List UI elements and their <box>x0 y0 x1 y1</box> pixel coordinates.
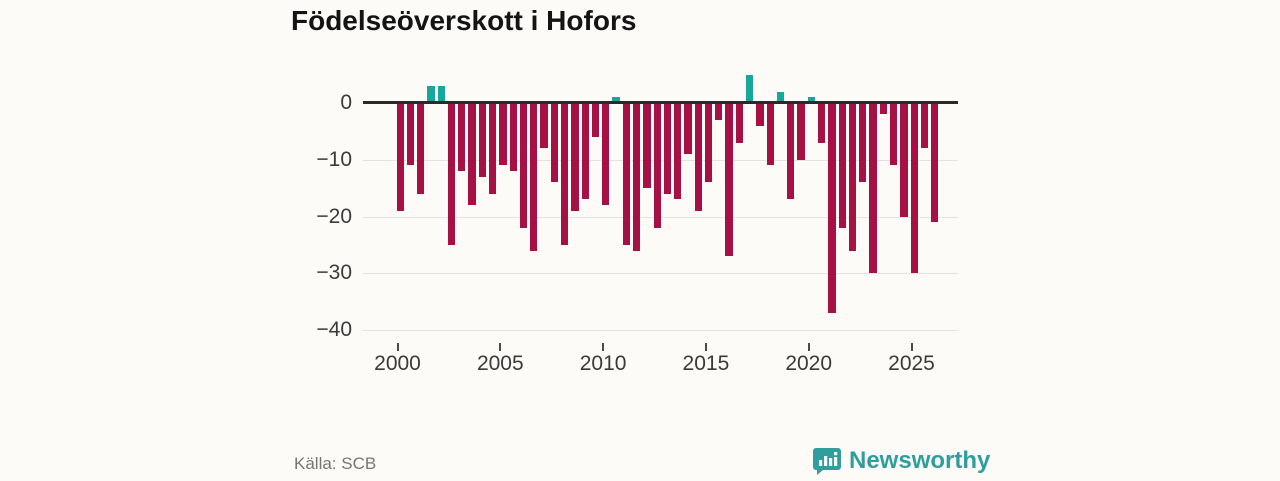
bar <box>458 103 466 172</box>
y-axis-tick-label: −30 <box>316 261 352 285</box>
bar <box>581 103 589 200</box>
bar <box>489 103 497 194</box>
x-axis-tick-mark <box>396 343 399 351</box>
bar <box>900 103 908 217</box>
bar <box>725 103 733 257</box>
bar <box>684 103 692 155</box>
bar <box>499 103 507 166</box>
bar <box>417 103 425 194</box>
bar <box>643 103 651 189</box>
bar <box>560 103 569 245</box>
newsworthy-logo-text: Newsworthy <box>849 447 991 474</box>
bar <box>828 103 836 313</box>
x-axis-tick-mark <box>910 343 913 351</box>
x-axis-zero-line <box>363 100 958 104</box>
x-axis-tick-label: 2025 <box>888 352 935 375</box>
bar <box>889 103 898 166</box>
newsworthy-logo: Newsworthy <box>812 445 990 477</box>
x-axis-tick-mark <box>602 343 605 351</box>
bar <box>530 103 538 251</box>
bar <box>920 103 929 149</box>
bar <box>591 103 600 138</box>
bar <box>653 103 661 228</box>
bar <box>797 103 805 160</box>
bar <box>776 91 785 103</box>
bar <box>509 103 517 172</box>
bar <box>612 97 620 103</box>
bar <box>663 103 672 194</box>
bar <box>838 103 846 228</box>
x-axis-tick-mark <box>807 343 810 351</box>
gridline <box>363 273 958 275</box>
bar <box>766 103 774 166</box>
bar <box>396 103 404 211</box>
bar <box>807 97 815 103</box>
bar <box>735 103 744 143</box>
bar <box>406 103 415 166</box>
y-axis-tick-label: 0 <box>340 91 352 114</box>
bar <box>756 103 764 126</box>
x-axis-tick-label: 2015 <box>682 352 730 375</box>
bar <box>910 103 918 274</box>
x-axis-tick-label: 2020 <box>785 352 833 375</box>
bar <box>540 103 548 149</box>
source-note: Källa: SCB <box>294 454 377 473</box>
bar <box>674 103 682 200</box>
y-axis-tick-label: −40 <box>316 318 352 341</box>
bar <box>519 103 528 228</box>
bar <box>694 103 702 211</box>
bar <box>787 103 795 200</box>
gridline <box>363 330 958 331</box>
bar <box>447 103 456 245</box>
bar <box>848 103 857 251</box>
bar <box>859 103 867 183</box>
x-axis-tick-label: 2010 <box>579 352 627 375</box>
x-axis-tick-mark <box>704 343 707 351</box>
x-axis-tick-label: 2000 <box>374 352 421 375</box>
y-axis-tick-label: −20 <box>316 204 352 228</box>
bar <box>632 103 641 251</box>
bar <box>622 103 630 245</box>
chart-title: Födelseöverskott i Hofors <box>291 5 637 36</box>
bar <box>879 103 887 115</box>
y-axis-tick-label: −10 <box>316 147 352 171</box>
bar <box>427 85 435 103</box>
bar <box>437 85 445 103</box>
bar <box>704 103 713 183</box>
bar <box>478 103 487 177</box>
newsworthy-logo-icon <box>812 446 842 476</box>
bar <box>571 103 579 211</box>
x-axis-tick-mark <box>499 343 502 351</box>
bar <box>468 103 476 206</box>
x-axis-tick-label: 2005 <box>476 352 524 375</box>
bar <box>746 74 754 103</box>
bar <box>602 103 610 206</box>
bar <box>550 103 558 183</box>
bar <box>931 103 939 223</box>
bar <box>869 103 877 274</box>
bar <box>817 103 826 143</box>
bar <box>715 103 723 121</box>
